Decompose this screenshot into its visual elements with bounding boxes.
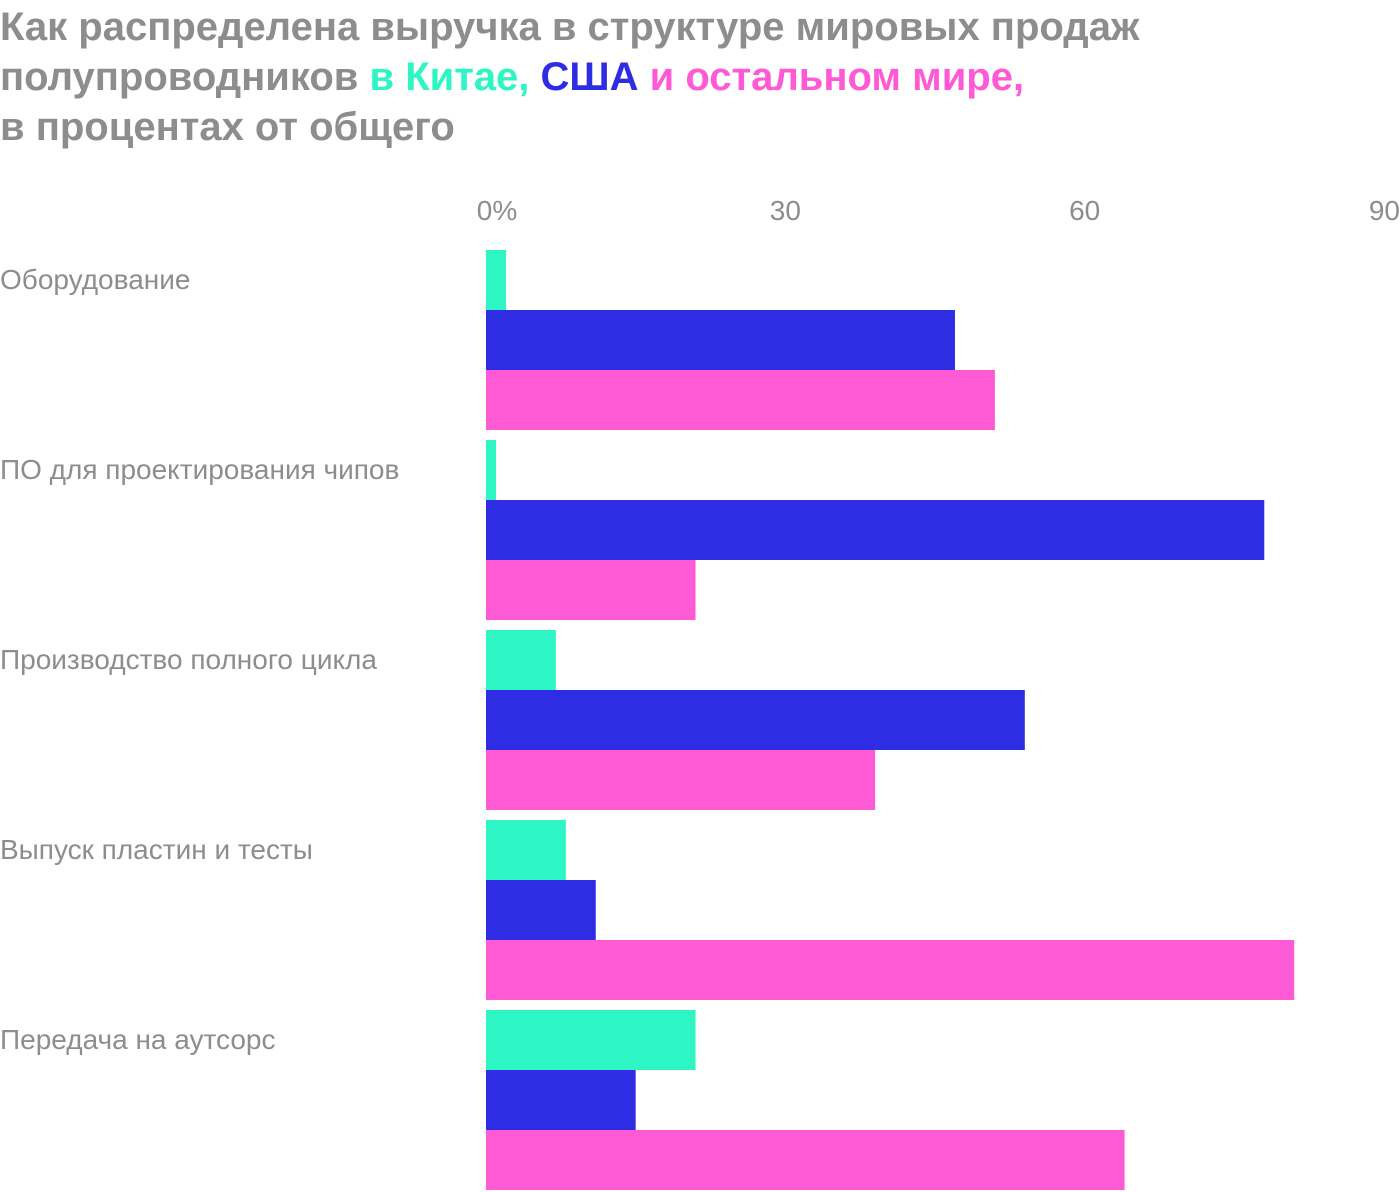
- legend: в Китае, США и остальном мире,: [370, 55, 1025, 99]
- legend-entry: и остальном мире,: [649, 55, 1025, 99]
- title-line: полупроводников: [0, 55, 359, 99]
- legend-entry: США: [540, 55, 639, 99]
- category-label: Оборудование: [0, 264, 190, 295]
- x-tick-label: 60: [1069, 195, 1100, 226]
- bar: [486, 250, 506, 310]
- bar: [486, 880, 596, 940]
- bar: [486, 1070, 636, 1130]
- bar: [486, 1010, 696, 1070]
- chart-title: Как распределена выручка в структуре мир…: [0, 2, 1139, 152]
- bar: [486, 750, 876, 810]
- bar: [486, 630, 556, 690]
- category-label: Передача на аутсорс: [0, 1024, 276, 1055]
- title-line: Как распределена выручка в структуре мир…: [0, 5, 1140, 49]
- bar: [486, 690, 1025, 750]
- x-tick-label: 30: [770, 195, 801, 226]
- legend-entry: в Китае,: [369, 55, 530, 99]
- x-tick-label: 90: [1369, 195, 1400, 226]
- category-label: Производство полного цикла: [0, 644, 377, 675]
- bar: [486, 940, 1295, 1000]
- category-label: ПО для проектирования чипов: [0, 454, 399, 485]
- category-label: Выпуск пластин и тесты: [0, 834, 313, 865]
- bar: [486, 500, 1265, 560]
- bar: [486, 820, 566, 880]
- bar: [486, 370, 995, 430]
- title-line: полупроводников в Китае, США и остальном…: [0, 52, 1139, 102]
- bar: [486, 1130, 1125, 1190]
- bar: [486, 560, 696, 620]
- bar: [486, 310, 955, 370]
- x-tick-label: 0%: [477, 195, 517, 226]
- bar: [486, 440, 496, 500]
- subtitle: в процентах от общего: [0, 105, 455, 149]
